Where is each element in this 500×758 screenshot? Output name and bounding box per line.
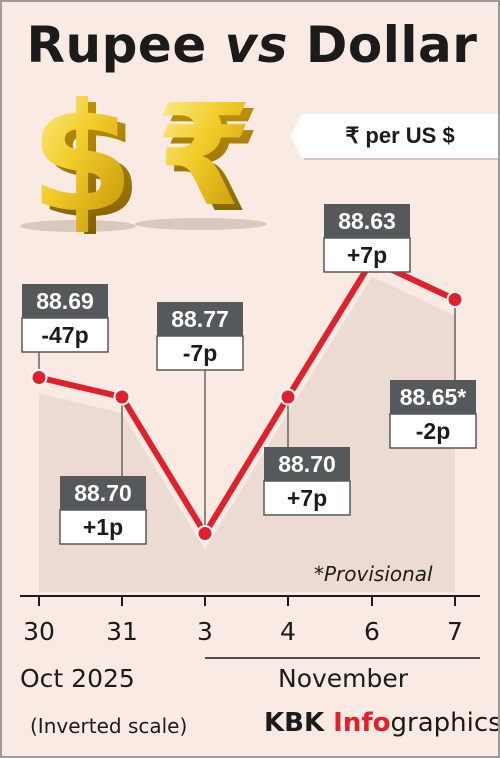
- change-label-0: -47p: [41, 322, 88, 348]
- change-box-2: [156, 335, 244, 371]
- credit: KBK Infographics: [264, 708, 500, 738]
- x-tick-label-3: 4: [280, 617, 296, 646]
- unit-box: ₹ per US $: [290, 114, 498, 158]
- change-box-5: [389, 413, 477, 449]
- provisional-note: *Provisional: [314, 562, 433, 586]
- change-label-3: +7p: [287, 485, 327, 511]
- data-point-2: [196, 525, 214, 542]
- value-box-2: [157, 302, 243, 336]
- data-point-1: [113, 388, 131, 406]
- change-label-2: -7p: [183, 340, 218, 366]
- change-box-1: [59, 509, 147, 545]
- data-point-3: [279, 388, 297, 406]
- x-tick-label-4: 6: [364, 617, 380, 646]
- change-label-1: +1p: [83, 514, 123, 540]
- value-label-1: 88.70: [74, 480, 132, 506]
- dollar-sign-3d-icon: $ $: [20, 94, 142, 234]
- month-label-nov: November: [278, 664, 409, 693]
- x-tick-label-0: 30: [23, 617, 55, 646]
- title-part1: Rupee: [26, 16, 225, 74]
- value-box-1: [60, 476, 146, 510]
- data-point-0: [30, 369, 48, 386]
- data-point-5: [446, 291, 464, 308]
- currency-icons: $ $ ₹ ₹: [20, 94, 267, 234]
- svg-text:₹: ₹: [155, 94, 252, 234]
- change-label-5: -2p: [416, 418, 451, 444]
- x-tick-label-1: 31: [106, 617, 138, 646]
- rupee-sign-3d-icon: ₹ ₹: [135, 94, 267, 234]
- value-label-2: 88.77: [171, 306, 229, 332]
- change-box-3: [263, 480, 351, 516]
- unit-label: ₹ per US $: [345, 123, 455, 148]
- credit-graphics: graphics: [390, 708, 500, 738]
- month-label-oct: Oct 2025: [20, 664, 135, 693]
- unit-box-pointer: [290, 114, 302, 158]
- value-label-3: 88.70: [278, 451, 336, 477]
- title-part2: Dollar: [288, 16, 478, 74]
- credit-info: Info: [333, 708, 391, 738]
- credit-kbk: KBK: [264, 708, 334, 738]
- inverted-scale-note: (Inverted scale): [30, 714, 188, 738]
- value-box-5: [390, 380, 476, 414]
- svg-text:₹: ₹: [163, 94, 260, 234]
- value-label-4: 88.63: [338, 208, 396, 234]
- value-label-5: 88.65*: [400, 384, 467, 410]
- x-tick-label-5: 7: [447, 617, 463, 646]
- value-box-0: [22, 284, 108, 318]
- x-tick-label-2: 3: [197, 617, 213, 646]
- svg-text:$: $: [30, 94, 134, 234]
- svg-text:$: $: [38, 94, 142, 234]
- change-box-0: [21, 317, 109, 353]
- value-box-4: [324, 204, 410, 238]
- change-box-4: [323, 237, 411, 273]
- chart-title: Rupee vs Dollar: [2, 16, 498, 74]
- change-label-4: +7p: [347, 242, 387, 268]
- value-box-3: [264, 447, 350, 481]
- value-label-0: 88.69: [36, 288, 94, 314]
- title-vs: vs: [224, 16, 289, 74]
